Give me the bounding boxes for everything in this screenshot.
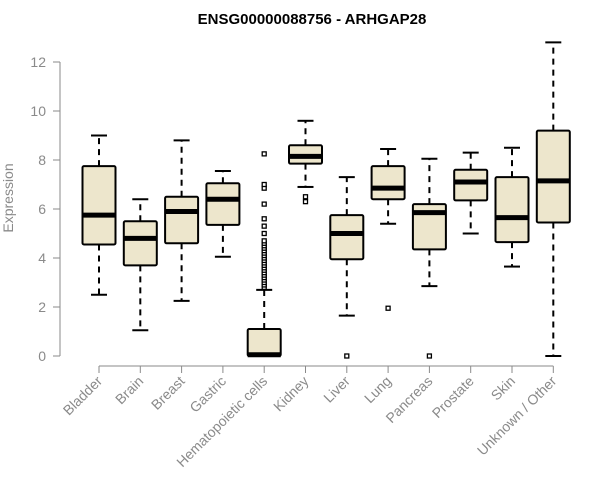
y-tick-label-2: 2: [38, 299, 46, 315]
outlier-point: [261, 151, 267, 157]
y-tick-label-12: 12: [30, 54, 46, 70]
outlier-point: [426, 353, 433, 359]
box-group: [370, 147, 406, 311]
box-group: [246, 151, 282, 358]
y-tick-label-6: 6: [38, 201, 46, 217]
x-tick-label: Bladder: [60, 373, 106, 419]
box-group: [453, 151, 489, 235]
box-group: [164, 139, 200, 302]
y-tick-label-10: 10: [30, 103, 46, 119]
outlier-point: [344, 353, 350, 359]
box-iqr: [453, 168, 489, 202]
y-tick-label-0: 0: [38, 348, 46, 364]
box-iqr: [370, 165, 406, 201]
box-iqr: [205, 182, 241, 226]
box-group: [205, 170, 241, 258]
outlier-point: [261, 181, 267, 188]
chart-title: ENSG00000088756 - ARHGAP28: [198, 11, 427, 28]
outlier-point: [261, 238, 267, 244]
box-group: [329, 176, 365, 359]
outlier-point: [385, 305, 391, 311]
outlier-point: [302, 194, 309, 200]
outlier-point: [302, 198, 309, 205]
y-axis-label: Expression: [0, 163, 16, 232]
x-tick-label: Brain: [112, 373, 146, 407]
box-iqr: [122, 220, 158, 267]
box-iqr: [246, 328, 282, 357]
box-iqr: [494, 176, 530, 244]
outlier-point: [261, 216, 267, 222]
y-axis: 0 2 4 6 8 10 12: [30, 54, 61, 364]
box-iqr: [411, 203, 447, 251]
box-iqr: [535, 129, 571, 224]
box-group: [494, 146, 530, 268]
box-iqr: [81, 165, 117, 246]
x-tick-label: Lung: [361, 373, 394, 406]
box-group: [81, 134, 117, 296]
outlier-point: [261, 230, 267, 237]
box-group: [288, 119, 323, 205]
x-tick-label: Skin: [488, 373, 519, 404]
x-tick-label: Kidney: [270, 373, 312, 415]
outlier-point: [261, 201, 267, 207]
x-tick-label: Breast: [148, 373, 188, 413]
box-group: [535, 41, 571, 357]
box-group: [411, 157, 447, 359]
x-tick-label: Prostate: [429, 373, 477, 421]
box-iqr: [329, 214, 365, 261]
y-tick-label-4: 4: [38, 250, 46, 266]
x-tick-label: Liver: [320, 373, 353, 406]
outlier-point: [261, 223, 267, 229]
box-iqr: [164, 195, 200, 245]
box-group: [122, 198, 158, 332]
boxes-layer: [81, 41, 571, 359]
y-tick-label-8: 8: [38, 152, 46, 168]
